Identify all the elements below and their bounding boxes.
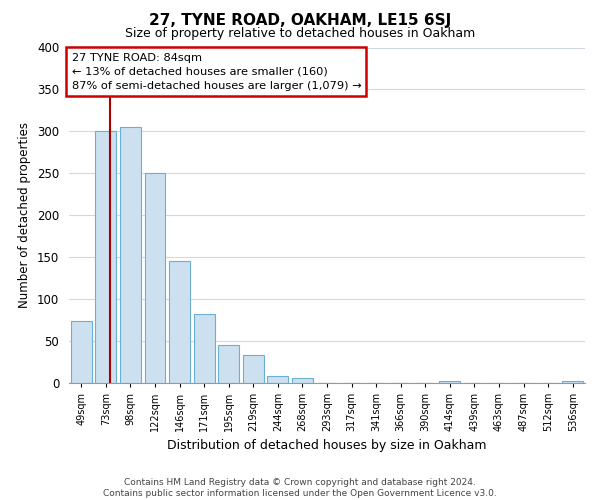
Text: 27 TYNE ROAD: 84sqm
← 13% of detached houses are smaller (160)
87% of semi-detac: 27 TYNE ROAD: 84sqm ← 13% of detached ho… — [71, 52, 361, 90]
Bar — [120, 127, 141, 382]
Bar — [292, 378, 313, 382]
Bar — [71, 322, 92, 382]
X-axis label: Distribution of detached houses by size in Oakham: Distribution of detached houses by size … — [167, 439, 487, 452]
Bar — [95, 131, 116, 382]
Text: Size of property relative to detached houses in Oakham: Size of property relative to detached ho… — [125, 28, 475, 40]
Text: 27, TYNE ROAD, OAKHAM, LE15 6SJ: 27, TYNE ROAD, OAKHAM, LE15 6SJ — [149, 12, 451, 28]
Bar — [268, 376, 289, 382]
Bar — [169, 261, 190, 382]
Bar — [194, 314, 215, 382]
Bar — [218, 345, 239, 383]
Bar — [439, 381, 460, 382]
Bar — [243, 355, 264, 382]
Bar — [562, 381, 583, 382]
Bar — [145, 173, 166, 382]
Y-axis label: Number of detached properties: Number of detached properties — [19, 122, 31, 308]
Text: Contains HM Land Registry data © Crown copyright and database right 2024.
Contai: Contains HM Land Registry data © Crown c… — [103, 478, 497, 498]
